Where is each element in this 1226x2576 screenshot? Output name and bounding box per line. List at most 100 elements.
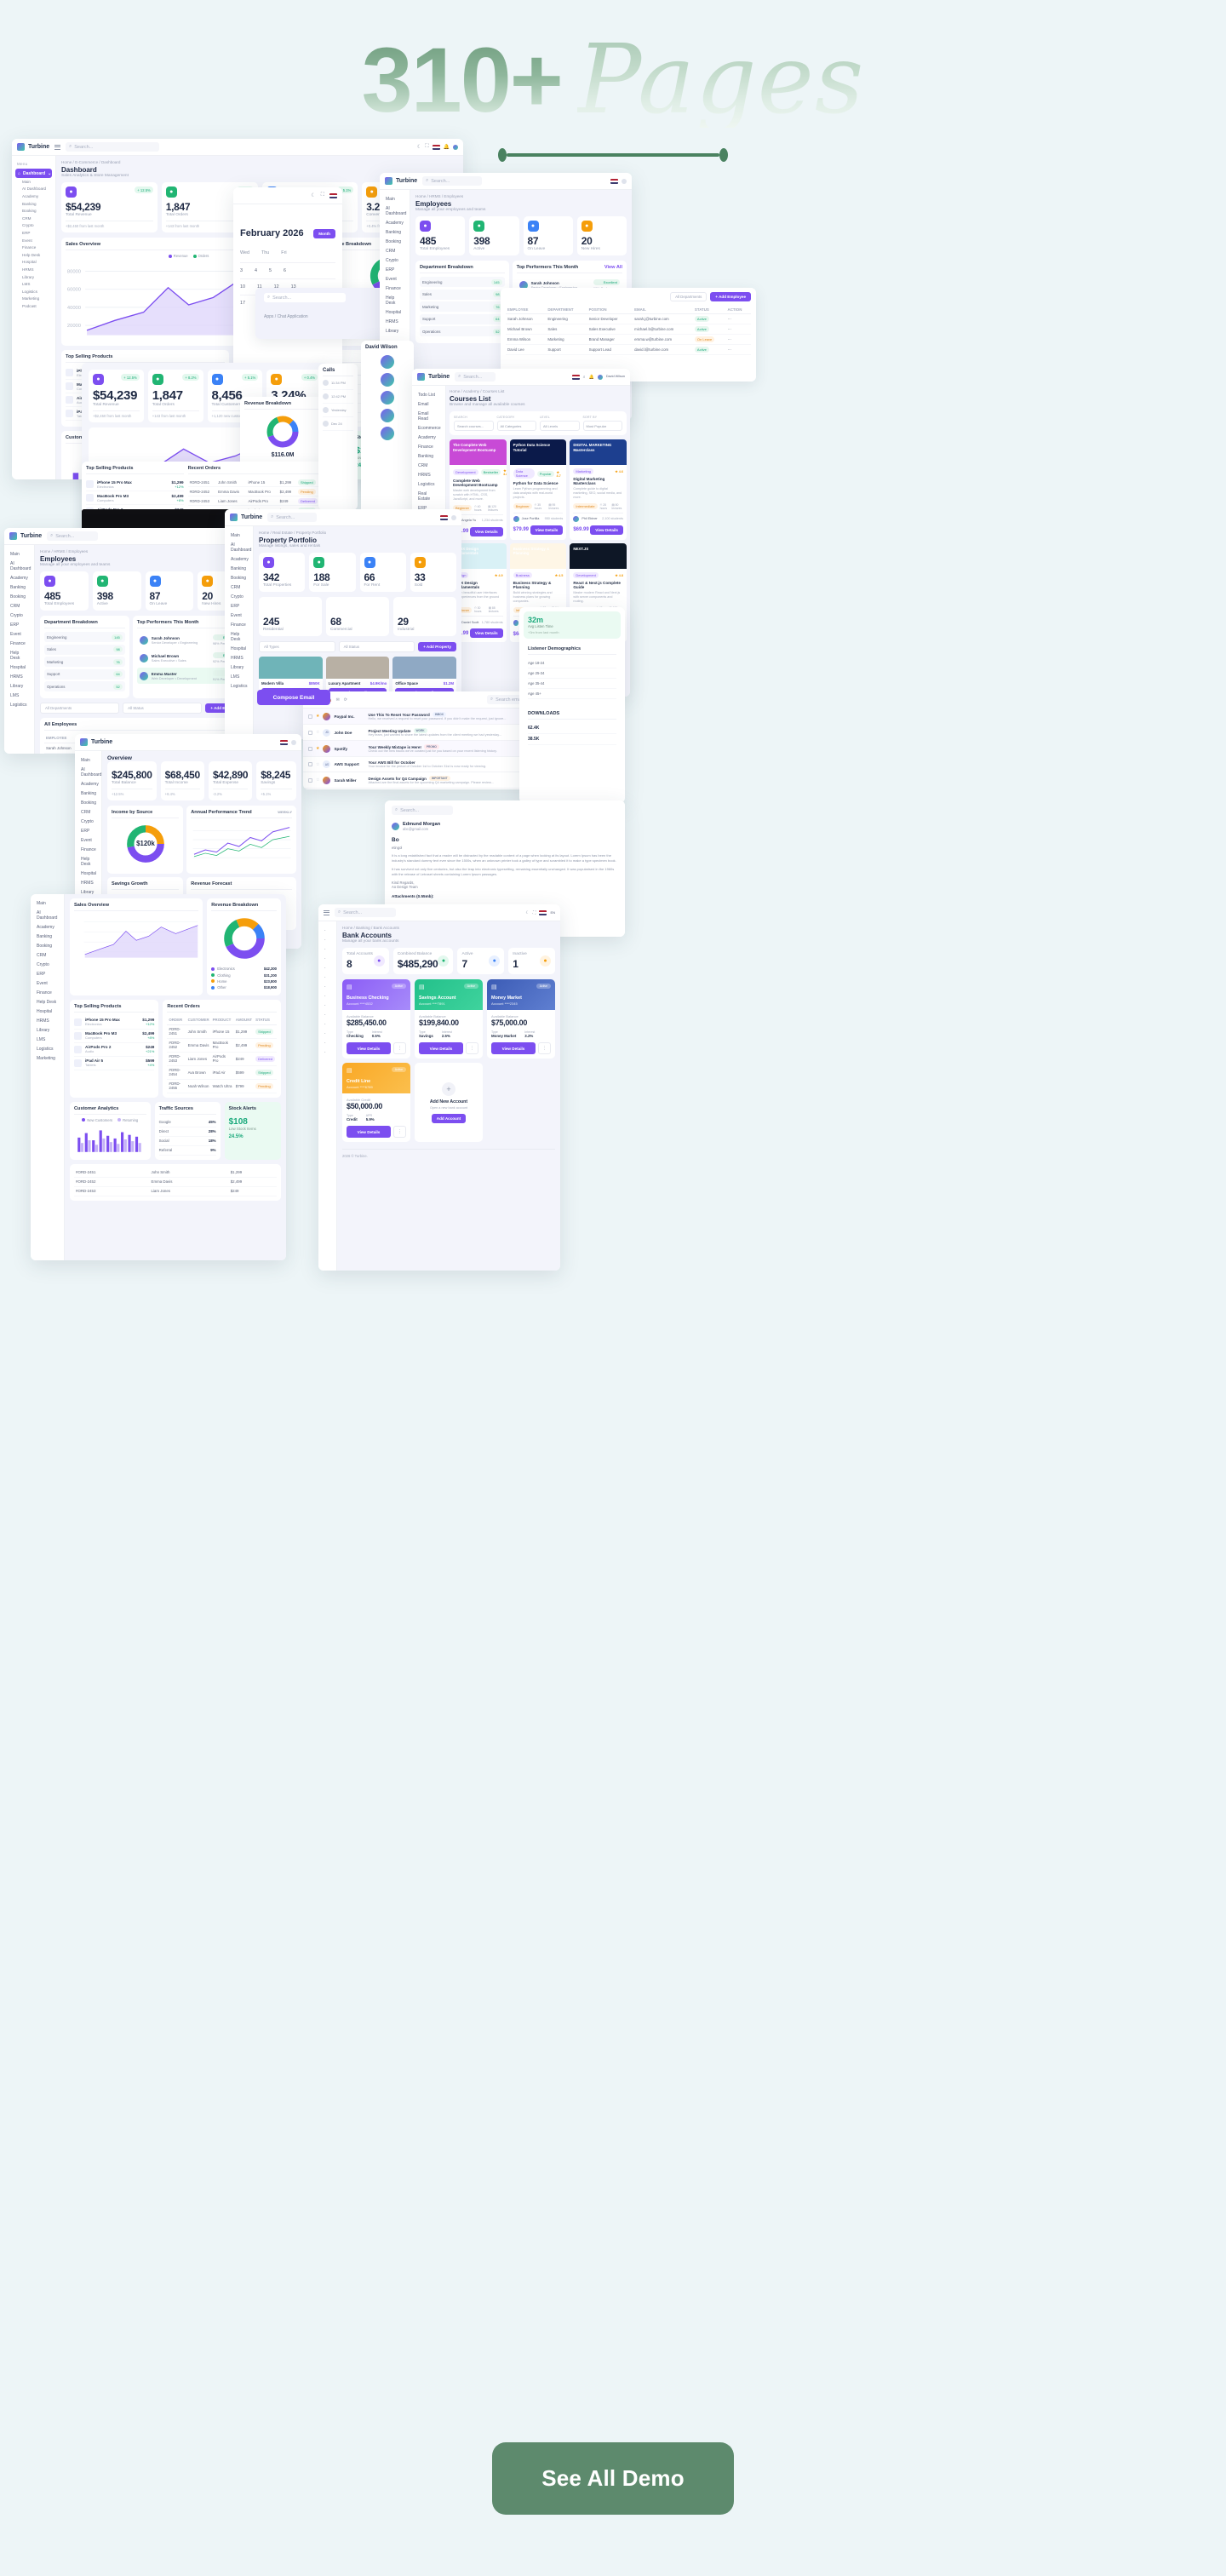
sidebar-item-crm[interactable]: CRM [37,952,47,958]
sidebar-item-erp[interactable]: ERP [418,505,427,511]
sidebar-item-crypto[interactable]: Crypto [37,961,49,967]
calendar-date[interactable]: 13 [290,284,296,290]
calendar-date[interactable]: 17 [240,301,245,306]
search-input[interactable]: ⌕ Search... [422,176,483,186]
sidebar-item-library[interactable]: Library [37,1027,50,1033]
sidebar-item-help-desk[interactable]: Help Desk [386,295,396,306]
avatar-list[interactable] [365,355,410,440]
sidebar-item--[interactable]: · [324,965,326,971]
sidebar-item-hrms[interactable]: HRMS [231,655,243,661]
course-card[interactable]: Python Data Science Tutorial Data Science… [509,439,567,540]
sidebar[interactable]: · · · · · · · · · · · · · · [318,921,337,1271]
sidebar-item-academy[interactable]: Academy [22,193,39,198]
sidebar-item-banking[interactable]: Banking [418,453,434,459]
filter-control[interactable]: Search courses... [454,421,494,431]
sidebar-item-dashboard[interactable]: ⌂ Dashboard ⌄ [15,169,52,178]
sidebar-item-main[interactable]: Main [22,179,31,184]
month-button[interactable]: Month [313,228,335,238]
avatar[interactable] [381,355,394,369]
avatar[interactable] [381,373,394,387]
avatar[interactable] [381,391,394,404]
add-property-button[interactable]: + Add Property [418,642,457,651]
email-checkbox[interactable] [308,714,312,719]
sidebar[interactable]: Main AI Dashboard Academy Banking Booking CRM… [225,526,254,739]
sidebar-item-event[interactable]: Event [10,631,21,637]
sidebar-item-erp[interactable]: ERP [386,267,395,273]
sidebar-menu[interactable]: Main AI Dashboard Academy Banking Booking CRM… [78,755,101,897]
sidebar-item-crypto[interactable]: Crypto [10,612,23,618]
sidebar-item-podcast[interactable]: Podcast [22,303,37,308]
sidebar-item-academy[interactable]: Academy [10,575,28,581]
sidebar-item-crm[interactable]: CRM [22,215,32,221]
sidebar-item-main[interactable]: Main [231,532,240,538]
row-actions[interactable]: ⋯ [725,313,751,324]
shot-real-estate[interactable]: Turbine ⌕ Search... Main AI Dashboard Acad… [225,509,461,739]
sidebar-menu[interactable]: Main AI Dashboard Academy Banking Booking CRM… [8,549,31,709]
sidebar-item-finance[interactable]: Finance [231,622,246,628]
calendar-date[interactable]: 11 [257,284,262,290]
sidebar-menu[interactable]: Main AI Dashboard Academy Banking Booking CRM… [34,898,60,1063]
sidebar-item-hrms[interactable]: HRMS [10,674,23,680]
sidebar-item-event[interactable]: Event [22,238,32,243]
sidebar-item-finance[interactable]: Finance [386,285,401,291]
call-row[interactable]: Dec 24 [323,417,353,431]
avatar[interactable] [381,409,394,422]
add-employee-button[interactable]: + Add Employee [710,292,751,301]
sidebar-item-banking[interactable]: Banking [10,584,26,590]
sidebar-item-library[interactable]: Library [386,328,399,334]
calendar-date[interactable]: 12 [273,284,279,290]
sidebar-item-crypto[interactable]: Crypto [386,257,398,263]
sidebar-menu[interactable]: Main AI Dashboard Academy Banking Booking CRM… [228,531,252,691]
view-details-button[interactable]: View Details [530,525,564,535]
table-row[interactable]: #ORD-2453 Liam Jones $249 [74,1186,277,1196]
sidebar-item-help-desk[interactable]: Help Desk [231,631,241,642]
sidebar-menu[interactable]: · · · · · · · · · · · · · · [322,926,333,1057]
view-details-button[interactable]: View Details [590,525,623,535]
filter-status[interactable]: All Status [338,641,415,652]
sidebar-item-hospital[interactable]: Hospital [37,1008,53,1014]
sidebar-item-crm[interactable]: CRM [231,584,241,590]
email-checkbox[interactable] [308,762,312,766]
sidebar-item-help-desk[interactable]: Help Desk [10,650,20,661]
sidebar-item-hrms[interactable]: HRMS [418,472,431,478]
flag-icon[interactable] [432,144,440,150]
sidebar-item-booking[interactable]: Booking [37,943,53,949]
sidebar-item-erp[interactable]: ERP [231,603,240,609]
sidebar-item-crm[interactable]: CRM [418,462,428,468]
star-icon[interactable]: ☆ [316,777,320,783]
sidebar-item-help-desk[interactable]: Help Desk [37,999,57,1005]
add-account-card[interactable]: + Add New Account Open a new bank account A… [415,1063,483,1142]
search-input[interactable]: ⌕ Search... [267,513,318,522]
sidebar-menu[interactable]: Main AI Dashboard Academy Banking Booking CRM… [383,194,406,336]
sidebar[interactable]: Main AI Dashboard Academy Banking Booking CRM… [4,545,35,754]
sidebar-item--[interactable]: · [324,993,326,999]
filter-control[interactable]: Most Popular [582,421,622,431]
expand-icon[interactable]: ⛶ [320,192,324,198]
sidebar-item-library[interactable]: Library [231,664,244,670]
sidebar-item-ai-dashboard[interactable]: AI Dashboard [37,909,58,921]
sidebar-item-ai-dashboard[interactable]: AI Dashboard [231,542,252,553]
email-checkbox[interactable] [308,746,312,751]
refresh-icon[interactable]: ⟳ [343,697,347,703]
filter-type[interactable]: All Types [259,641,335,652]
sidebar-item-event[interactable]: Event [81,837,92,843]
sidebar-item-lms[interactable]: LMS [37,1036,46,1042]
email-checkbox[interactable] [308,730,312,735]
filter-bar[interactable]: SEARCH Search courses... CATEGORY All Categ… [450,411,627,435]
flag-icon[interactable] [539,909,547,915]
add-account-button[interactable]: Add Account [431,1113,467,1123]
bell-icon[interactable]: 🔔 [443,145,450,150]
moon-icon[interactable]: ☾ [416,145,422,150]
sidebar-item--[interactable]: · [324,1030,326,1036]
view-details-button[interactable]: View Details [419,1042,463,1054]
sidebar-item-logistics[interactable]: Logistics [418,481,435,487]
call-row[interactable]: Yesterday [323,404,353,417]
sidebar-item--[interactable]: · [324,984,326,990]
sidebar-item-marketing[interactable]: Marketing [37,1055,55,1061]
account-card[interactable]: ▤ Active Savings Account Account ****7891 Av… [415,979,483,1059]
